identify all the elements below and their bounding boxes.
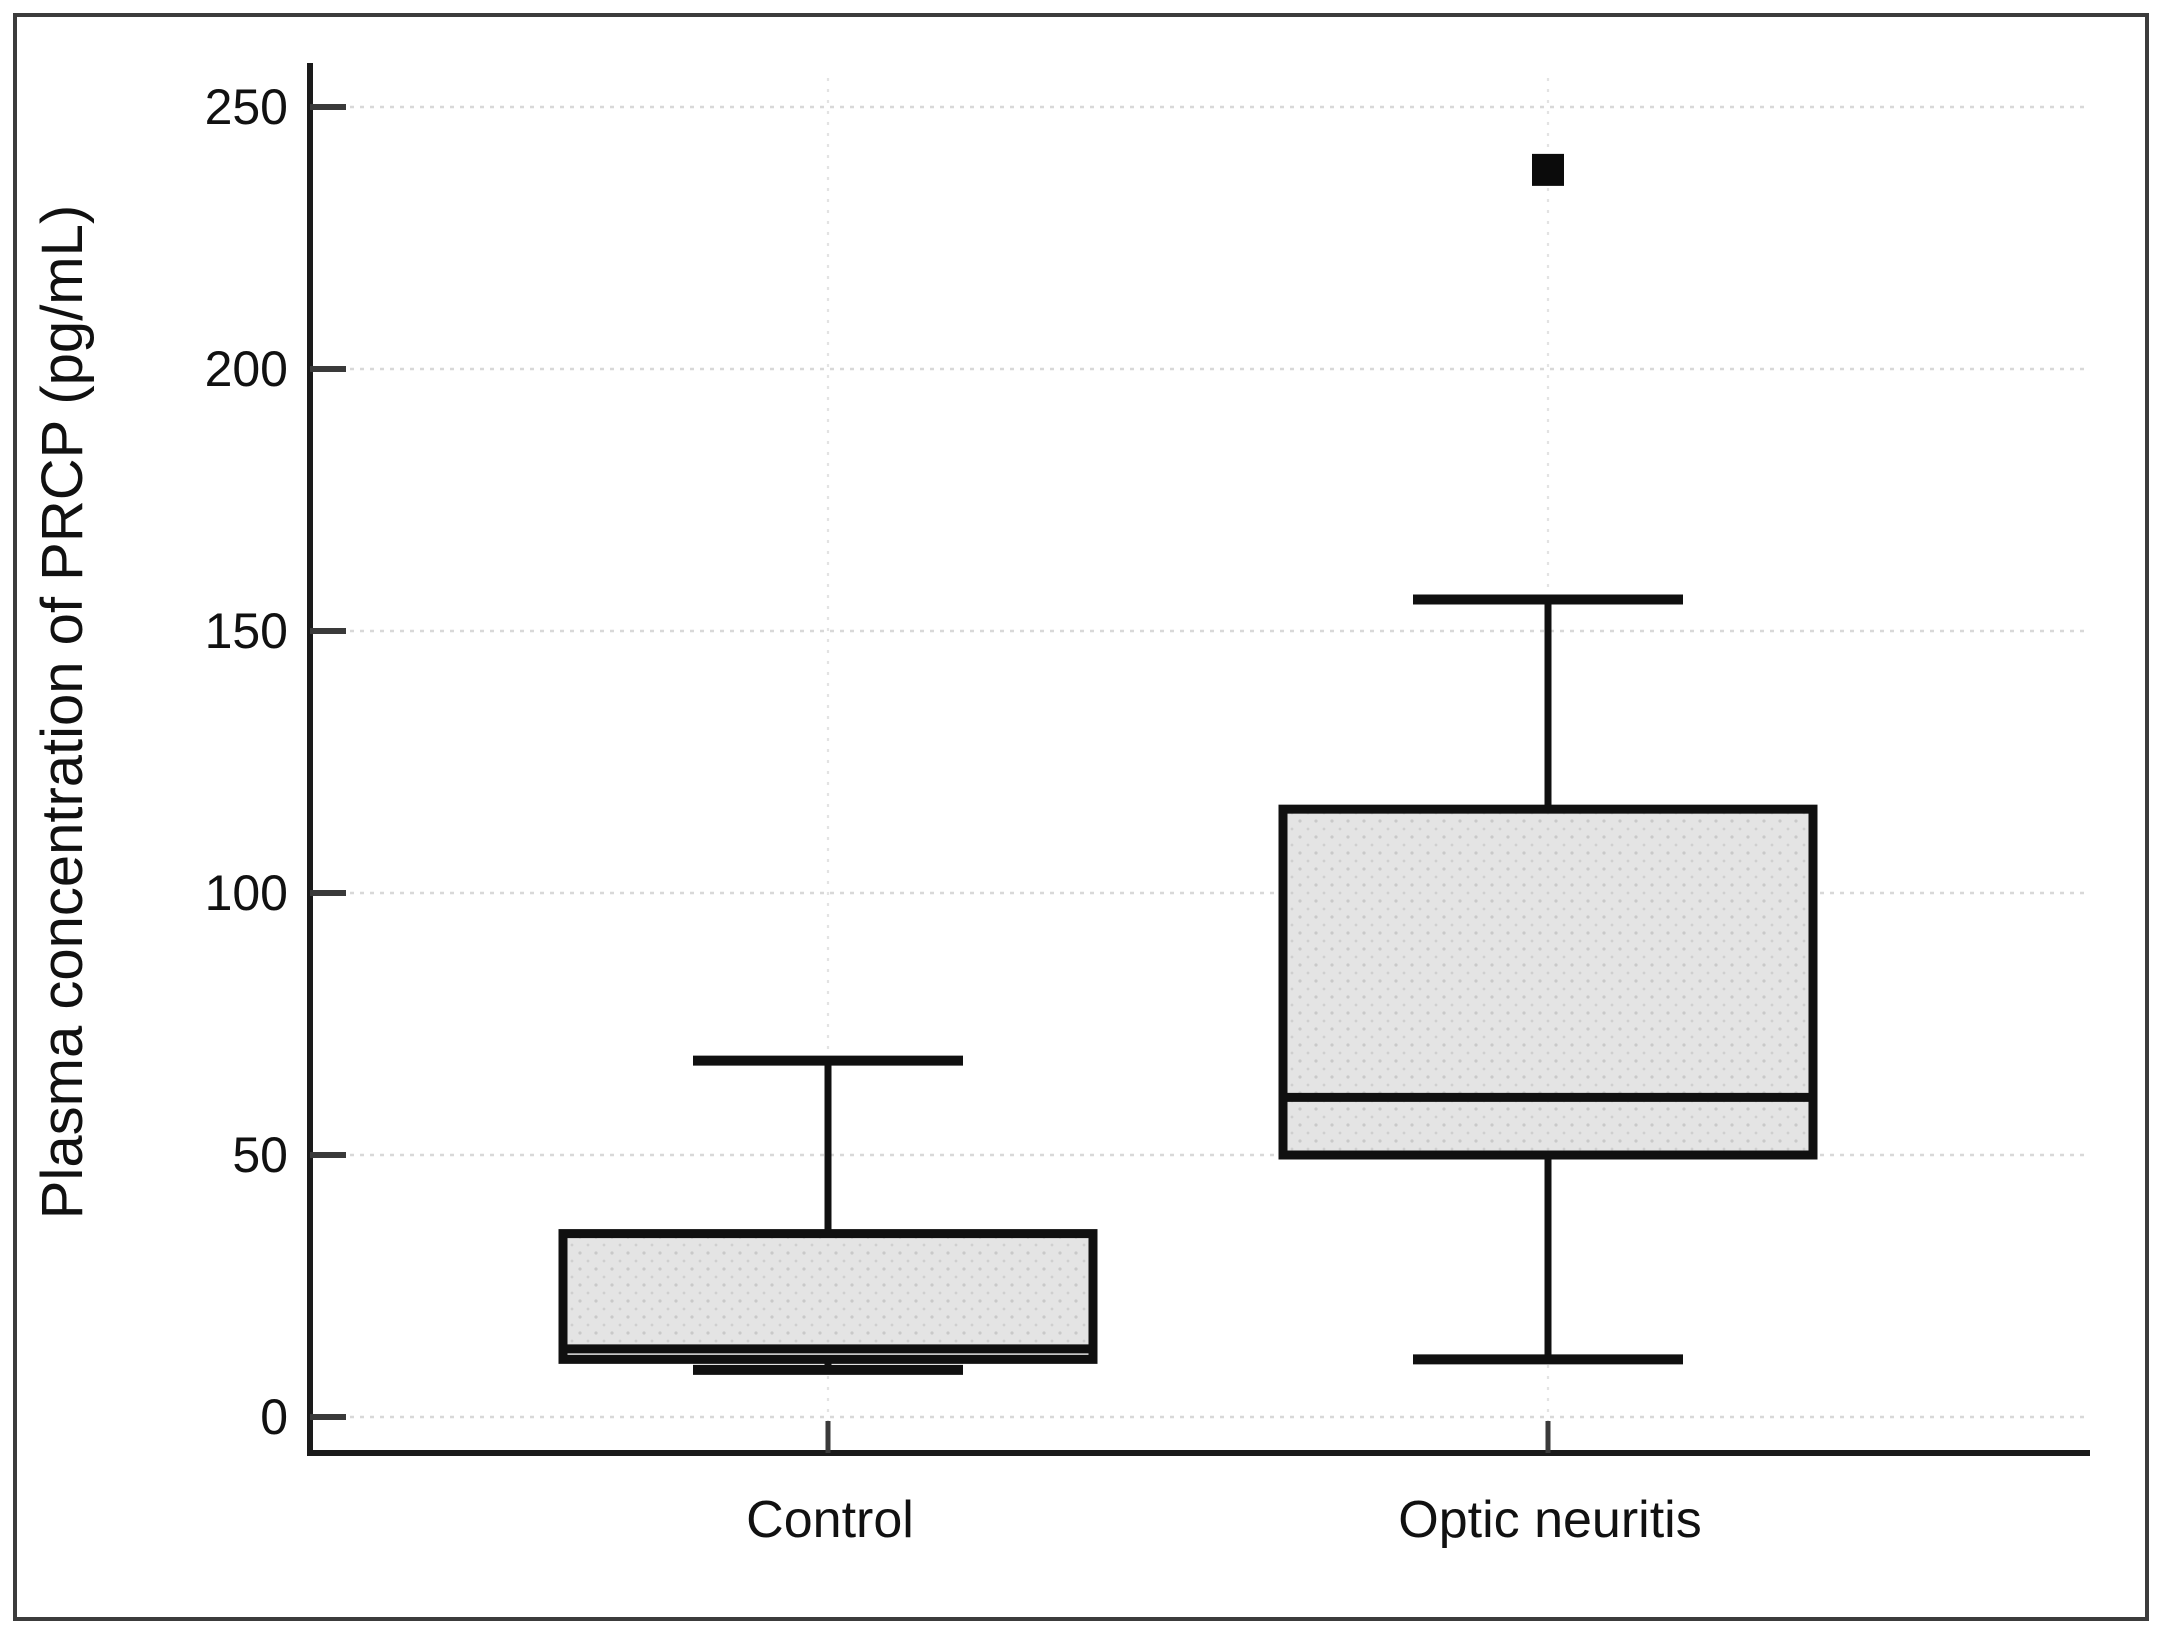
- y-axis-title: Plasma concentration of PRCP (pg/mL): [30, 205, 95, 1219]
- axis-layer: [307, 63, 2090, 1456]
- category-label: Control: [746, 1491, 914, 1549]
- box-layer: [558, 153, 1818, 1375]
- y-tick-label: 200: [205, 341, 288, 397]
- iqr-box: [558, 1229, 1098, 1364]
- boxplot-control: [558, 1055, 1098, 1375]
- label-layer: Plasma concentration of PRCP (pg/mL) 0 50…: [30, 79, 1702, 1549]
- boxplot-optic-neuritis: [1278, 153, 1818, 1365]
- category-label: Optic neuritis: [1398, 1491, 1701, 1549]
- outlier-point: [1532, 153, 1564, 186]
- iqr-box: [1278, 804, 1818, 1160]
- y-tick-label: 150: [205, 603, 288, 659]
- y-tick-label: 50: [232, 1127, 288, 1183]
- y-tick-label: 100: [205, 865, 288, 921]
- y-tick-label: 0: [260, 1389, 288, 1445]
- y-tick-label: 250: [205, 79, 288, 135]
